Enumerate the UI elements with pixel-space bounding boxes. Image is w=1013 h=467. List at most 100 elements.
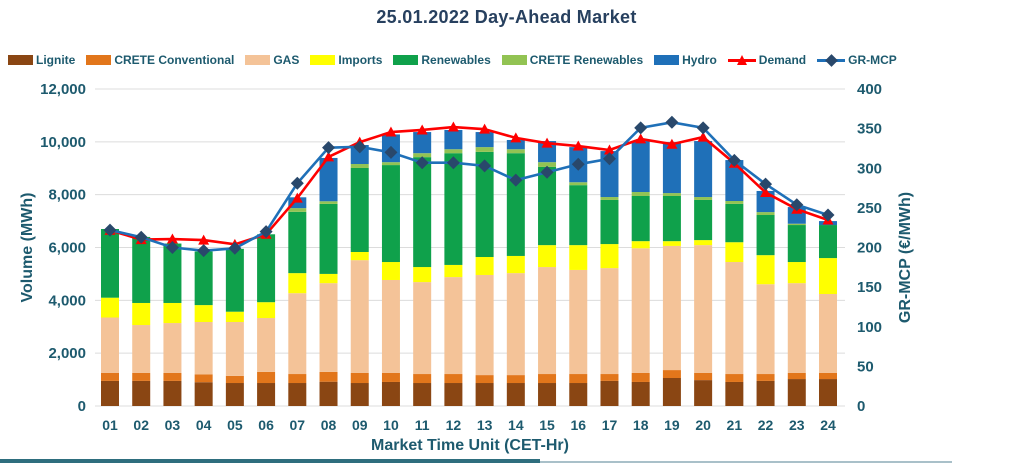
- left-axis-tick: 2,000: [48, 345, 86, 362]
- x-axis-label: 15: [539, 417, 555, 433]
- bar-segment-renewables: [725, 203, 744, 243]
- bar-segment-imports: [819, 258, 837, 294]
- bar-segment-lignite: [819, 379, 837, 406]
- bar-segment-gas: [132, 325, 151, 373]
- right-axis-tick: 0: [857, 398, 865, 415]
- bar-segment-lignite: [506, 383, 525, 406]
- bar-segment-gas: [350, 260, 369, 373]
- legend-marker-icon: [736, 54, 747, 65]
- bar-segment-renewables: [225, 248, 244, 312]
- bar-segment-crete-renewables: [662, 193, 681, 196]
- legend-item-gr-mcp: GR-MCP: [817, 53, 897, 67]
- bar-segment-gas: [257, 318, 276, 372]
- right-axis-tick: 150: [857, 279, 882, 296]
- legend-item-crete-conventional: CRETE Conventional: [86, 53, 234, 67]
- bar-segment-lignite: [413, 383, 432, 406]
- bar-segment-renewables: [194, 251, 213, 306]
- x-axis-label: 24: [820, 417, 836, 433]
- bar-segment-renewables: [538, 166, 557, 246]
- x-axis-label: 19: [664, 417, 680, 433]
- bar-segment-gas: [163, 323, 182, 373]
- demand-marker: [291, 192, 303, 203]
- bar-segment-imports: [132, 302, 151, 326]
- demand-marker: [510, 132, 522, 143]
- gr-mcp-marker: [665, 115, 679, 129]
- bar-segment-crete-renewables: [787, 223, 806, 226]
- bar-segment-lignite: [538, 383, 557, 406]
- x-axis-label: 06: [258, 417, 274, 433]
- legend-item-imports: Imports: [310, 53, 382, 67]
- bar-segment-imports: [381, 262, 400, 280]
- bar-segment-lignite: [787, 379, 806, 406]
- bar-segment-hydro: [444, 129, 463, 150]
- bar-segment-imports: [631, 241, 650, 249]
- bar-segment-hydro: [319, 157, 338, 202]
- demand-marker: [666, 138, 678, 149]
- bar-segment-renewables: [381, 165, 400, 263]
- bar-segment-crete-renewables: [350, 164, 369, 168]
- bar-segment-hydro: [413, 132, 432, 154]
- x-axis-label: 14: [508, 417, 524, 433]
- bar-segment-imports: [756, 255, 775, 285]
- bar-segment-lignite: [225, 383, 244, 406]
- bar-segment-lignite: [631, 381, 650, 406]
- bar-segment-renewables: [631, 195, 650, 242]
- bar-segment-imports: [319, 273, 338, 284]
- bar-segment-lignite: [350, 383, 369, 406]
- left-axis-tick: 6,000: [48, 240, 86, 257]
- x-axis-label: 10: [383, 417, 399, 433]
- bar-segment-crete-renewables: [319, 201, 338, 204]
- bar-segment-imports: [725, 242, 744, 263]
- bar-segment-crete-renewables: [631, 192, 650, 196]
- bar-segment-gas: [288, 293, 307, 375]
- right-axis-tick: 250: [857, 200, 882, 217]
- demand-marker: [323, 151, 335, 162]
- gr-mcp-marker: [759, 177, 773, 191]
- bar-segment-renewables: [756, 215, 775, 256]
- bar-segment-crete-conventional: [288, 374, 307, 384]
- bar-segment-imports: [694, 240, 713, 246]
- bar-segment-imports: [569, 245, 588, 270]
- bar-segment-imports: [662, 241, 681, 246]
- bar-segment-renewables: [694, 199, 713, 241]
- bar-segment-crete-renewables: [725, 201, 744, 204]
- legend-swatch-icon: [501, 55, 527, 65]
- chart-legend: Lignite CRETE Conventional GAS Imports Renew…: [8, 53, 1007, 67]
- right-axis-tick: 400: [857, 81, 882, 98]
- demand-marker: [198, 234, 210, 245]
- x-axis-title: Market Time Unit (CET-Hr): [371, 437, 569, 454]
- bar-segment-crete-conventional: [506, 375, 525, 384]
- bar-segment-lignite: [288, 383, 307, 406]
- bar-segment-crete-renewables: [444, 149, 463, 154]
- bar-segment-gas: [787, 283, 806, 373]
- legend-swatch-icon: [8, 55, 33, 65]
- demand-marker: [385, 126, 397, 137]
- bottom-border: [540, 461, 952, 463]
- bar-segment-lignite: [132, 380, 151, 406]
- bar-segment-renewables: [444, 153, 463, 265]
- bar-segment-lignite: [101, 380, 119, 406]
- legend-item-hydro: Hydro: [654, 53, 717, 67]
- bar-segment-crete-conventional: [225, 375, 244, 384]
- bar-segment-crete-conventional: [381, 372, 400, 382]
- bar-segment-renewables: [288, 211, 307, 274]
- gr-mcp-marker: [103, 223, 117, 237]
- legend-item-gas: GAS: [245, 53, 299, 67]
- bar-segment-hydro: [662, 142, 681, 194]
- bar-segment-crete-conventional: [163, 372, 182, 381]
- bottom-border: [0, 459, 540, 463]
- bar-segment-gas: [444, 277, 463, 375]
- legend-label: Lignite: [36, 53, 76, 67]
- right-axis-tick: 200: [857, 240, 882, 257]
- x-axis-label: 11: [415, 417, 430, 433]
- bar-segment-crete-renewables: [538, 162, 557, 167]
- bar-segment-lignite: [475, 383, 494, 406]
- bar-segment-crete-conventional: [787, 372, 806, 380]
- legend-item-renewables: Renewables: [393, 53, 491, 67]
- bar-segment-imports: [413, 267, 432, 283]
- bar-segment-crete-conventional: [756, 374, 775, 381]
- gr-mcp-marker: [228, 241, 242, 255]
- bar-segment-hydro: [725, 160, 744, 202]
